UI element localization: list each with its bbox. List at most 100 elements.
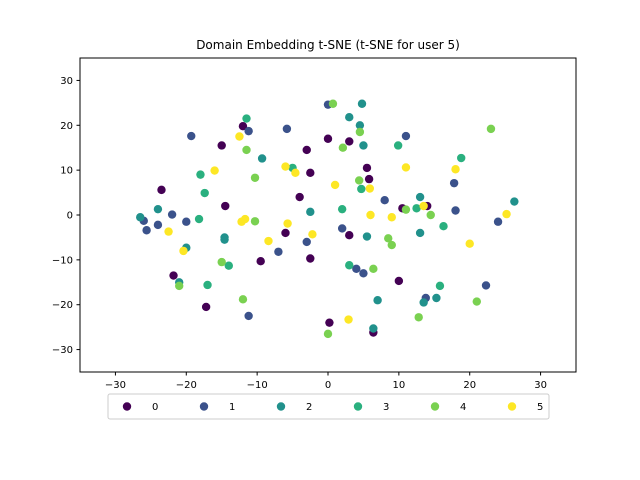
point-series-4-18 — [323, 329, 333, 339]
point-series-1-19 — [481, 281, 491, 290]
point-series-4-14 — [414, 313, 423, 322]
point-series-0-6 — [256, 257, 265, 266]
legend-marker-1 — [199, 402, 209, 411]
point-series-1-12 — [337, 224, 347, 233]
legend-items: 0 1 2 3 4 5 — [122, 402, 543, 413]
point-series-1-20 — [493, 217, 503, 226]
point-series-0-10 — [306, 168, 315, 178]
point-series-2-18 — [432, 293, 441, 303]
point-series-1-6 — [244, 126, 253, 136]
point-series-3-0 — [200, 188, 209, 198]
point-series-0-16 — [345, 230, 354, 240]
point-series-1-17 — [449, 178, 459, 188]
point-series-0-7 — [302, 145, 311, 155]
point-series-3-4 — [224, 261, 233, 270]
legend-frame — [107, 393, 550, 420]
legend-label-5: 5 — [537, 402, 543, 413]
x-tick-label: 20 — [463, 380, 476, 391]
point-series-3-5 — [242, 114, 251, 123]
point-series-5-17 — [419, 201, 428, 211]
point-series-4-11 — [384, 234, 393, 243]
point-series-4-0 — [175, 281, 184, 291]
y-tick-label: 0 — [67, 211, 73, 222]
legend: 0 1 2 3 4 5 — [107, 393, 550, 420]
point-series-0-5 — [221, 201, 230, 211]
point-series-5-2 — [210, 166, 219, 175]
axes-layer: −30 −20 −10 0 10 20 30 −30 −20 −10 0 10 20 30 — [52, 76, 547, 391]
point-series-2-8 — [345, 113, 354, 122]
point-series-2-10 — [357, 99, 367, 108]
legend-label-0: 0 — [152, 402, 158, 413]
point-series-4-16 — [472, 297, 481, 306]
point-series-5-3 — [235, 132, 244, 141]
point-series-0-2 — [157, 185, 166, 195]
point-series-4-3 — [242, 145, 251, 155]
point-series-5-13 — [365, 184, 375, 193]
y-tick-label: −20 — [52, 300, 73, 311]
point-series-5-0 — [164, 227, 173, 236]
point-series-0-14 — [362, 163, 372, 173]
point-series-1-3 — [167, 210, 177, 219]
point-series-4-4 — [250, 173, 260, 182]
point-series-3-3 — [203, 280, 212, 290]
point-series-3-10 — [393, 141, 403, 150]
point-series-5-15 — [387, 213, 396, 222]
point-series-0-4 — [201, 302, 211, 312]
point-series-5-12 — [344, 315, 353, 324]
point-series-2-14 — [373, 296, 382, 305]
point-series-5-20 — [502, 209, 511, 219]
point-series-0-3 — [169, 271, 178, 280]
point-series-2-5 — [220, 235, 229, 244]
legend-marker-2 — [276, 402, 286, 411]
point-series-1-18 — [451, 206, 460, 215]
point-series-2-11 — [359, 141, 368, 150]
point-series-1-10 — [302, 237, 311, 247]
point-series-5-11 — [330, 180, 340, 190]
point-series-1-5 — [187, 131, 196, 141]
point-series-5-5 — [240, 214, 250, 224]
y-tick-label: 20 — [60, 121, 73, 132]
point-series-1-15 — [380, 196, 389, 205]
point-series-2-0 — [136, 213, 145, 222]
point-series-0-13 — [345, 137, 354, 146]
point-series-4-7 — [338, 143, 348, 152]
point-series-4-10 — [369, 264, 378, 274]
points-layer — [136, 99, 519, 339]
point-series-0-12 — [323, 134, 333, 143]
x-tick-label: 0 — [325, 380, 331, 391]
point-series-2-7 — [306, 207, 315, 217]
point-series-5-14 — [366, 210, 375, 220]
point-series-2-17 — [419, 298, 428, 307]
y-tick-label: 10 — [60, 166, 73, 177]
x-tick-label: −20 — [176, 380, 197, 391]
y-tick-label: 30 — [60, 76, 73, 87]
point-series-3-1 — [196, 170, 205, 179]
point-series-0-0 — [238, 121, 248, 131]
point-series-3-13 — [439, 222, 448, 231]
point-series-1-8 — [274, 247, 283, 256]
chart-title: Domain Embedding t-SNE (t-SNE for user 5… — [196, 38, 460, 52]
point-series-4-8 — [354, 176, 364, 185]
point-series-0-9 — [281, 228, 290, 238]
point-series-0-1 — [217, 141, 226, 150]
legend-label-1: 1 — [229, 402, 235, 413]
point-series-3-9 — [357, 184, 366, 194]
point-series-5-16 — [401, 163, 411, 172]
point-series-5-9 — [291, 168, 300, 178]
point-series-1-4 — [182, 217, 191, 226]
point-series-5-19 — [465, 239, 474, 248]
point-series-5-1 — [179, 246, 188, 256]
point-series-2-6 — [257, 154, 267, 163]
legend-marker-4 — [430, 402, 440, 411]
point-series-1-16 — [401, 131, 411, 141]
point-series-0-19 — [394, 276, 404, 286]
point-series-4-12 — [387, 240, 396, 250]
point-series-1-2 — [153, 220, 163, 230]
point-series-1-9 — [282, 124, 292, 134]
legend-marker-0 — [122, 402, 132, 411]
point-series-4-6 — [328, 99, 338, 108]
point-series-4-17 — [486, 124, 496, 134]
point-series-1-14 — [359, 269, 368, 278]
point-series-4-13 — [401, 205, 411, 214]
